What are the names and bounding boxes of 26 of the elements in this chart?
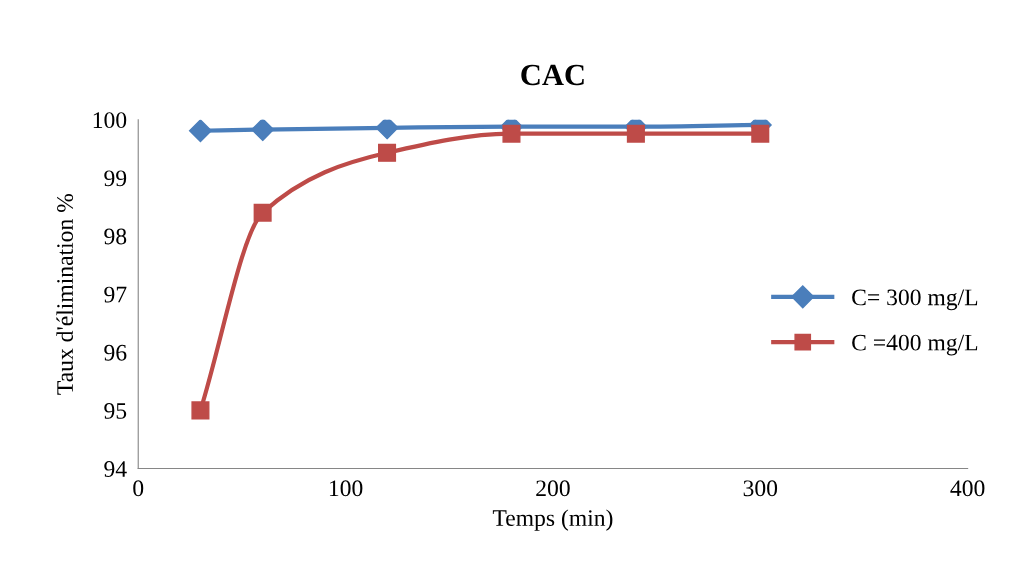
- point: [191, 401, 210, 420]
- point: [375, 119, 399, 140]
- x-tick-label: 0: [133, 480, 144, 497]
- point: [751, 124, 770, 143]
- x-tick-label: 300: [743, 480, 778, 497]
- y-tick-label: 99: [104, 170, 127, 187]
- legend-label: C =400 mg/L: [852, 334, 978, 356]
- point: [188, 119, 212, 143]
- y-tick-label: 98: [104, 228, 127, 245]
- x-tick-label: 100: [329, 480, 363, 497]
- x-tick-label: 200: [536, 480, 570, 497]
- point: [378, 143, 397, 162]
- point: [502, 124, 521, 143]
- legend-label: C= 300 mg/L: [852, 289, 978, 311]
- point: [626, 124, 645, 143]
- y-tick-label: 94: [104, 461, 127, 477]
- y-tick-label: 100: [93, 112, 127, 129]
- point: [251, 119, 275, 142]
- chart-title: CAC: [521, 64, 584, 86]
- y-axis-title: Taux d'élimination %: [56, 193, 74, 395]
- y-tick-label: 97: [104, 286, 127, 303]
- x-tick-label: 400: [950, 480, 985, 497]
- y-tick-label: 95: [104, 402, 127, 419]
- y-tick-label: 96: [104, 344, 127, 361]
- point: [253, 203, 272, 222]
- x-axis-title: Temps (min): [492, 509, 613, 531]
